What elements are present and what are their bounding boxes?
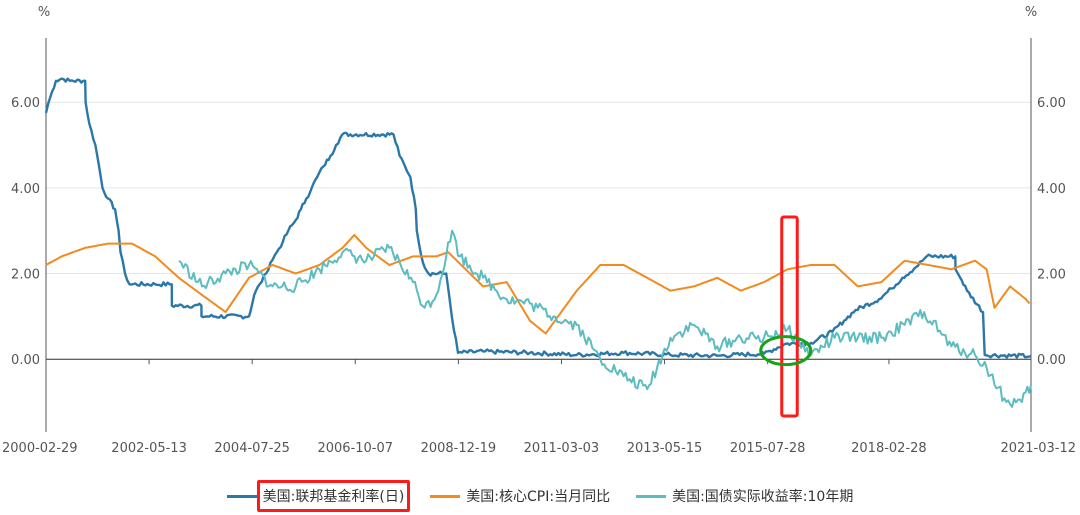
- legend-swatch-real-yield: [636, 494, 667, 498]
- x-tick-label: 2015-07-28: [730, 441, 806, 456]
- series-line-0: [44, 77, 1032, 359]
- y-tick-label-right: 4.00: [1037, 182, 1066, 197]
- legend-swatch-fed-funds: [226, 494, 257, 498]
- legend-label-real-yield: 美国:国债实际收益率:10年期: [672, 489, 854, 505]
- y-tick-label-right: 6.00: [1037, 96, 1066, 111]
- y-tick-label-right: 0.00: [1037, 353, 1066, 368]
- x-tick-label: 2011-03-03: [524, 441, 600, 456]
- legend-item-core-cpi[interactable]: 美国:核心CPI:当月同比: [430, 486, 610, 506]
- x-tick-label: 2021-03-12: [1000, 441, 1076, 456]
- legend-item-fed-funds[interactable]: 美国:联邦基金利率(日): [226, 486, 405, 506]
- legend-highlight-box: [256, 480, 411, 512]
- x-tick-label: 2002-05-13: [111, 441, 187, 456]
- y-unit-right: %: [1025, 5, 1037, 20]
- y-tick-label-left: 4.00: [11, 182, 40, 197]
- legend-item-real-yield[interactable]: 美国:国债实际收益率:10年期: [636, 486, 853, 506]
- y-tick-label-left: 6.00: [11, 96, 40, 111]
- highlight-ellipse: [759, 335, 813, 367]
- x-tick-label: 2018-02-28: [851, 441, 927, 456]
- legend-swatch-core-cpi: [430, 494, 461, 498]
- highlight-rect: [780, 215, 799, 418]
- y-tick-label-left: 2.00: [11, 268, 40, 283]
- legend: 美国:联邦基金利率(日) 美国:核心CPI:当月同比 美国:国债实际收益率:10…: [0, 486, 1080, 506]
- legend-label-fed-funds: 美国:联邦基金利率(日): [262, 489, 405, 505]
- series-line-1: [45, 234, 1031, 335]
- legend-label-core-cpi: 美国:核心CPI:当月同比: [466, 489, 611, 505]
- x-tick-label: 2000-02-29: [2, 441, 78, 456]
- y-tick-label-right: 2.00: [1037, 268, 1066, 283]
- y-unit-left: %: [38, 5, 50, 20]
- x-tick-label: 2013-05-15: [627, 441, 703, 456]
- series-line-2: [178, 229, 1032, 408]
- x-tick-label: 2006-10-07: [317, 441, 393, 456]
- y-tick-label-left: 0.00: [11, 353, 40, 368]
- x-tick-label: 2004-07-25: [214, 441, 290, 456]
- x-tick-label: 2008-12-19: [421, 441, 497, 456]
